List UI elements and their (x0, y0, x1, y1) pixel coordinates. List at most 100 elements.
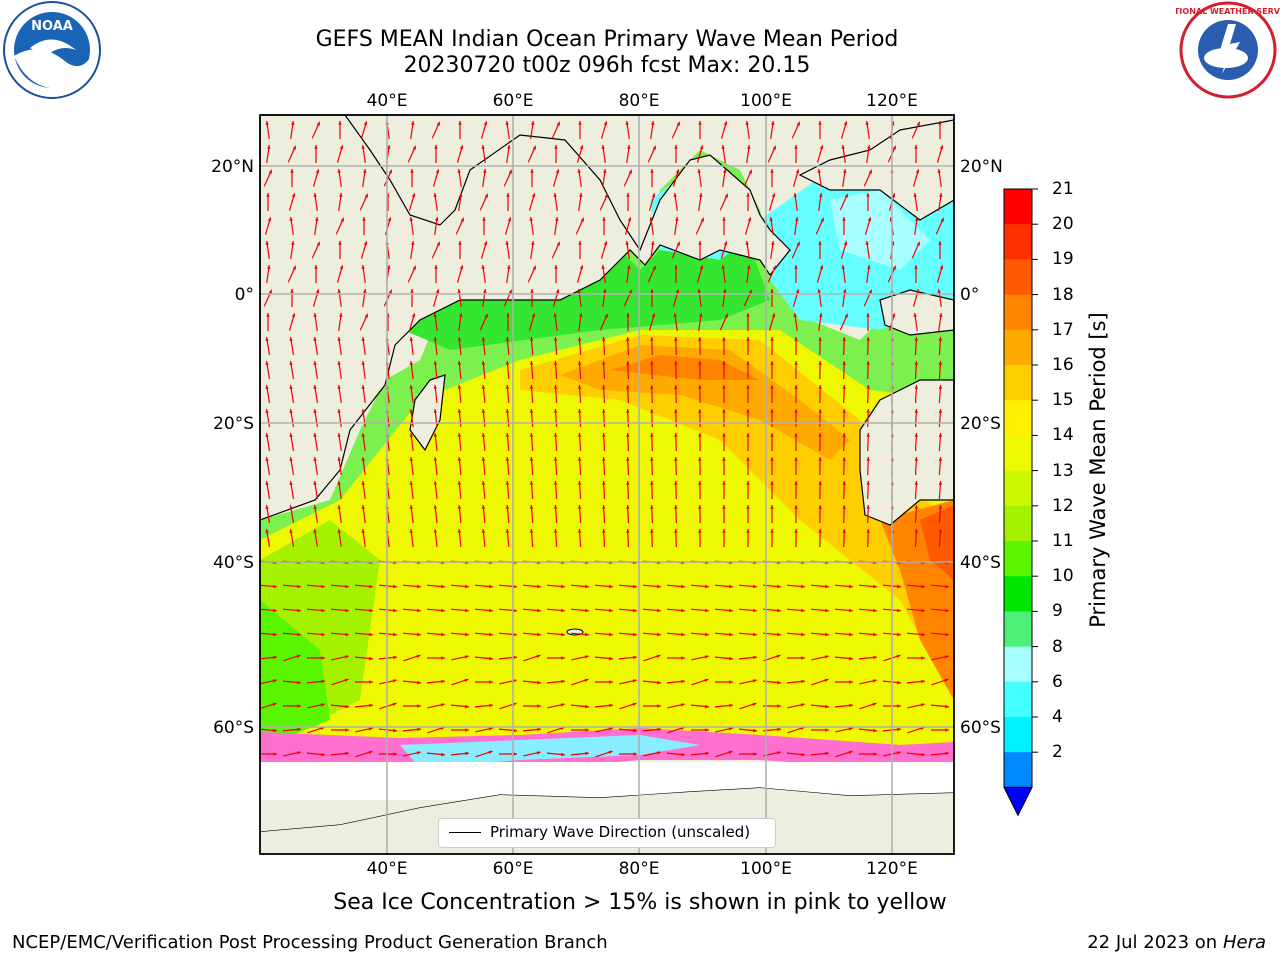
direction-arrow-head (681, 584, 685, 589)
colorbar-tick-label: 10 (1052, 566, 1074, 587)
direction-arrow-head (914, 433, 918, 437)
direction-arrow-head (866, 385, 870, 389)
direction-arrow-head (532, 265, 536, 270)
direction-arrow-head (265, 505, 269, 509)
direction-arrow-head (897, 584, 901, 589)
direction-arrow-head (273, 752, 277, 756)
direction-arrow-head (579, 193, 583, 197)
direction-arrow-head (265, 433, 269, 437)
direction-arrow-head (819, 193, 823, 197)
direction-arrow-head (650, 409, 654, 413)
direction-arrow-head (818, 433, 822, 437)
direction-arrow-head (265, 457, 269, 461)
direction-arrow-head (794, 265, 798, 269)
direction-arrow-head (489, 680, 493, 684)
direction-arrow-head (387, 217, 392, 222)
direction-arrow-head (920, 703, 925, 707)
colorbar-segment (1004, 681, 1032, 718)
direction-arrow-head (601, 145, 605, 149)
direction-arrow-head (465, 704, 469, 709)
direction-arrow-head (481, 265, 485, 269)
direction-arrow-head (777, 727, 781, 732)
direction-arrow-head (770, 169, 774, 173)
colorbar-segment (1004, 611, 1032, 648)
direction-arrow-head (723, 289, 727, 293)
direction-arrow-head (489, 608, 493, 613)
direction-arrow-head (507, 217, 512, 222)
direction-arrow-head (721, 145, 725, 149)
direction-arrow-head (842, 409, 846, 413)
colorbar-segment (1004, 329, 1032, 366)
direction-arrow-head (777, 704, 781, 708)
direction-arrow-head (321, 632, 325, 637)
colorbar-segment (1004, 365, 1032, 401)
direction-arrow-head (825, 704, 829, 709)
direction-arrow-head (560, 703, 565, 707)
direction-arrow-head (578, 241, 582, 245)
direction-arrow-head (585, 608, 589, 613)
direction-arrow-head (818, 121, 822, 125)
direction-arrow-head (817, 289, 821, 293)
direction-arrow-head (337, 457, 341, 461)
direction-arrow-head (817, 169, 821, 173)
svg-text:NATIONAL WEATHER SERVICE: NATIONAL WEATHER SERVICE (1176, 7, 1280, 16)
direction-arrow-head (392, 679, 397, 683)
direction-arrow-head (945, 584, 949, 589)
direction-arrow-head (529, 457, 534, 461)
direction-arrow-head (361, 481, 365, 485)
direction-arrow-head (776, 751, 781, 755)
direction-arrow-head (625, 241, 629, 245)
direction-arrow-head (698, 457, 702, 461)
direction-arrow-head (770, 457, 774, 461)
direction-arrow-head (753, 608, 757, 613)
direction-arrow-head (313, 505, 317, 509)
direction-arrow-head (267, 217, 272, 222)
direction-arrow-head (867, 145, 871, 149)
direction-arrow-head (801, 656, 805, 660)
direction-arrow-head (489, 632, 493, 637)
direction-arrow-head (675, 217, 679, 221)
direction-arrow-head (770, 361, 774, 365)
direction-arrow-head (577, 289, 581, 293)
direction-arrow-head (794, 145, 798, 149)
direction-arrow-head (626, 529, 630, 533)
direction-arrow-head (681, 679, 685, 684)
direction-arrow-head (746, 433, 750, 437)
direction-arrow-head (513, 655, 517, 660)
direction-arrow-head (388, 289, 392, 294)
direction-arrow-head (313, 385, 317, 389)
direction-arrow-head (801, 584, 805, 589)
direction-arrow-head (409, 217, 413, 221)
direction-arrow-head (529, 529, 534, 533)
direction-arrow-head (393, 728, 397, 733)
direction-arrow-head (704, 655, 709, 659)
direction-arrow-head (369, 703, 373, 708)
direction-arrow-head (771, 241, 775, 245)
direction-arrow-head (721, 265, 725, 269)
direction-arrow-head (289, 433, 293, 437)
direction-arrow-head (652, 145, 656, 150)
direction-arrow-head (266, 193, 270, 197)
direction-arrow-head (914, 145, 918, 149)
direction-arrow-head (820, 217, 824, 222)
direction-arrow-head (531, 121, 535, 125)
direction-arrow-head (585, 728, 589, 732)
direction-arrow-head (315, 217, 319, 221)
direction-arrow-head (601, 265, 605, 269)
direction-arrow-head (650, 457, 654, 461)
direction-arrow-head (513, 608, 517, 613)
direction-arrow-head (505, 505, 510, 509)
direction-arrow-head (818, 241, 822, 245)
direction-arrow-head (289, 337, 293, 341)
direction-arrow-head (794, 529, 798, 533)
direction-arrow-head (650, 289, 654, 293)
direction-arrow-head (747, 145, 751, 149)
direction-arrow-head (483, 121, 488, 126)
direction-arrow-head (897, 680, 901, 685)
direction-arrow-head (722, 529, 726, 533)
direction-arrow-head (729, 608, 733, 613)
direction-arrow-head (268, 289, 272, 294)
direction-arrow-head (553, 313, 557, 317)
direction-arrow-head (844, 313, 848, 318)
